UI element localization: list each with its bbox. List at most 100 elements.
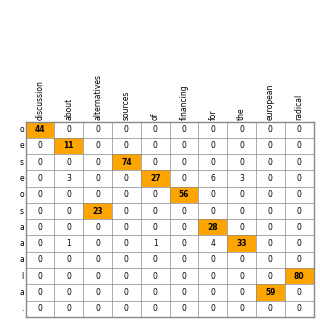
- Text: 0: 0: [37, 190, 43, 199]
- Text: 0: 0: [95, 239, 100, 248]
- Text: 0: 0: [95, 272, 100, 281]
- Text: 0: 0: [210, 207, 215, 216]
- Text: 0: 0: [297, 207, 302, 216]
- Text: o: o: [20, 190, 24, 199]
- Text: 0: 0: [239, 158, 244, 167]
- Text: 0: 0: [239, 255, 244, 264]
- Text: 0: 0: [239, 141, 244, 150]
- Text: 0: 0: [297, 288, 302, 297]
- Text: 0: 0: [66, 288, 71, 297]
- Text: 3: 3: [239, 174, 244, 183]
- Text: 0: 0: [37, 255, 43, 264]
- Text: 0: 0: [268, 255, 273, 264]
- Text: 3: 3: [66, 174, 71, 183]
- Text: 0: 0: [124, 125, 129, 134]
- Text: 0: 0: [95, 190, 100, 199]
- Text: 0: 0: [95, 174, 100, 183]
- Text: for: for: [208, 109, 217, 120]
- Text: 0: 0: [239, 272, 244, 281]
- Text: financing: financing: [180, 84, 188, 120]
- Text: 0: 0: [37, 288, 43, 297]
- Text: 0: 0: [210, 304, 215, 313]
- Text: european: european: [266, 84, 275, 120]
- Text: 0: 0: [181, 141, 187, 150]
- Text: 0: 0: [268, 158, 273, 167]
- Bar: [256, 284, 285, 300]
- Text: 0: 0: [124, 255, 129, 264]
- Text: 0: 0: [239, 288, 244, 297]
- Text: 0: 0: [210, 158, 215, 167]
- Text: 0: 0: [181, 158, 187, 167]
- Bar: [54, 138, 83, 154]
- Text: 1: 1: [67, 239, 71, 248]
- Text: 0: 0: [37, 272, 43, 281]
- Text: 0: 0: [210, 288, 215, 297]
- Text: .: .: [22, 304, 24, 313]
- Text: 6: 6: [210, 174, 215, 183]
- Text: 0: 0: [181, 207, 187, 216]
- Text: 0: 0: [268, 239, 273, 248]
- Text: 0: 0: [297, 255, 302, 264]
- Bar: [112, 154, 141, 170]
- Text: 0: 0: [181, 304, 187, 313]
- Text: 0: 0: [268, 223, 273, 232]
- Text: the: the: [237, 108, 246, 120]
- Text: 44: 44: [35, 125, 45, 134]
- Text: 0: 0: [268, 304, 273, 313]
- Text: 0: 0: [297, 141, 302, 150]
- Bar: [26, 122, 54, 138]
- Text: 0: 0: [37, 239, 43, 248]
- Text: 0: 0: [239, 190, 244, 199]
- Text: 0: 0: [124, 239, 129, 248]
- Text: 0: 0: [95, 304, 100, 313]
- Text: 0: 0: [297, 174, 302, 183]
- Text: about: about: [64, 98, 73, 120]
- Text: 0: 0: [124, 223, 129, 232]
- Text: a: a: [19, 255, 24, 264]
- Text: 0: 0: [153, 141, 158, 150]
- Text: 28: 28: [207, 223, 218, 232]
- Text: a: a: [19, 288, 24, 297]
- Text: 0: 0: [297, 190, 302, 199]
- Text: 0: 0: [153, 207, 158, 216]
- Text: e: e: [20, 174, 24, 183]
- Text: 0: 0: [239, 304, 244, 313]
- Text: 0: 0: [297, 125, 302, 134]
- Text: 0: 0: [239, 223, 244, 232]
- Text: 0: 0: [181, 223, 187, 232]
- Text: a: a: [19, 239, 24, 248]
- Text: o: o: [20, 125, 24, 134]
- Bar: [170, 187, 198, 203]
- Text: 0: 0: [124, 288, 129, 297]
- Text: 0: 0: [153, 158, 158, 167]
- Text: 0: 0: [95, 255, 100, 264]
- Text: 0: 0: [95, 288, 100, 297]
- Text: 0: 0: [181, 272, 187, 281]
- Text: 80: 80: [294, 272, 305, 281]
- Text: 0: 0: [153, 255, 158, 264]
- Text: 56: 56: [179, 190, 189, 199]
- Bar: [141, 170, 170, 187]
- Text: discussion: discussion: [36, 80, 44, 120]
- Text: 0: 0: [210, 255, 215, 264]
- Text: 0: 0: [124, 304, 129, 313]
- Text: 0: 0: [268, 190, 273, 199]
- Text: 0: 0: [95, 141, 100, 150]
- Text: sources: sources: [122, 91, 131, 120]
- Bar: [227, 236, 256, 252]
- Text: 0: 0: [66, 207, 71, 216]
- Text: 0: 0: [239, 125, 244, 134]
- Text: a: a: [19, 223, 24, 232]
- Text: l: l: [22, 272, 24, 281]
- Text: 0: 0: [66, 272, 71, 281]
- Text: 0: 0: [66, 223, 71, 232]
- Text: 0: 0: [153, 223, 158, 232]
- Text: 11: 11: [64, 141, 74, 150]
- Bar: [83, 203, 112, 219]
- Text: 0: 0: [297, 223, 302, 232]
- Text: 0: 0: [153, 272, 158, 281]
- Text: 0: 0: [66, 304, 71, 313]
- Text: 0: 0: [66, 158, 71, 167]
- Text: 33: 33: [236, 239, 247, 248]
- Text: alternatives: alternatives: [93, 74, 102, 120]
